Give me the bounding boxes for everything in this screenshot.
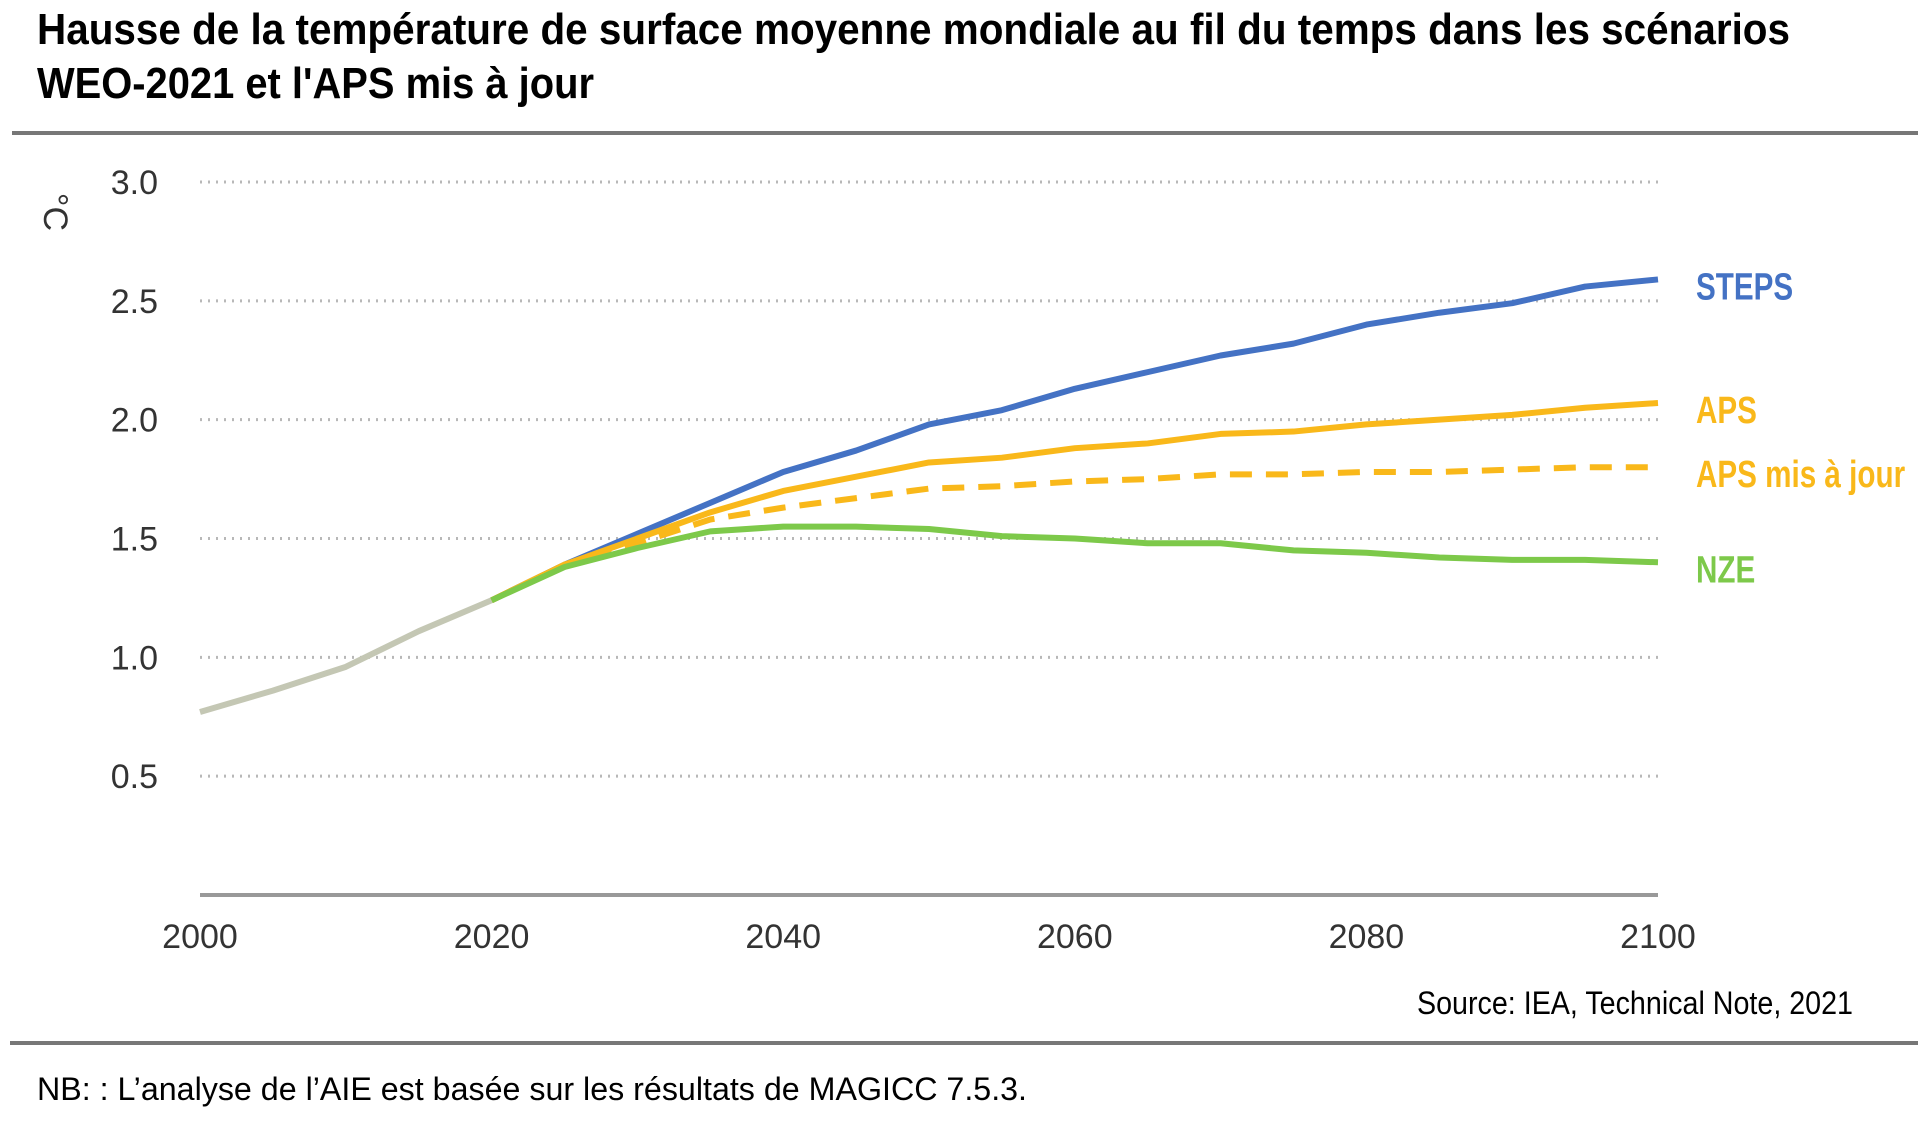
series-line [490, 276, 1659, 603]
x-tick-label: 2100 [1620, 918, 1696, 956]
y-axis-label: °C [36, 193, 74, 231]
series-line [490, 464, 1658, 603]
series-line [199, 597, 493, 715]
series-line [490, 523, 1659, 604]
legend-label: STEPS [1696, 266, 1793, 308]
legend-label: APS [1696, 390, 1757, 432]
y-tick-label: 1.5 [111, 521, 158, 559]
legend-label: APS mis à jour [1696, 454, 1905, 496]
x-tick-label: 2040 [745, 918, 821, 956]
series-line [490, 400, 1659, 603]
source: Source: IEA, Technical Note, 2021 [1417, 985, 1853, 1021]
x-tick-label: 2000 [162, 918, 238, 956]
y-tick-label: 3.0 [111, 164, 158, 202]
note: NB: : L’analyse de l’AIE est basée sur l… [37, 1071, 1027, 1107]
x-tick-label: 2060 [1037, 918, 1113, 956]
chart-title: Hausse de la température de surface moye… [37, 5, 1790, 54]
y-tick-label: 2.0 [111, 402, 158, 440]
y-tick-label: 0.5 [111, 758, 158, 796]
y-tick-label: 2.5 [111, 283, 158, 321]
x-tick-label: 2080 [1329, 918, 1405, 956]
legend-label: NZE [1696, 549, 1755, 591]
y-tick-label: 1.0 [111, 639, 158, 677]
chart-title: WEO-2021 et l'APS mis à jour [37, 59, 594, 108]
x-tick-label: 2020 [454, 918, 530, 956]
